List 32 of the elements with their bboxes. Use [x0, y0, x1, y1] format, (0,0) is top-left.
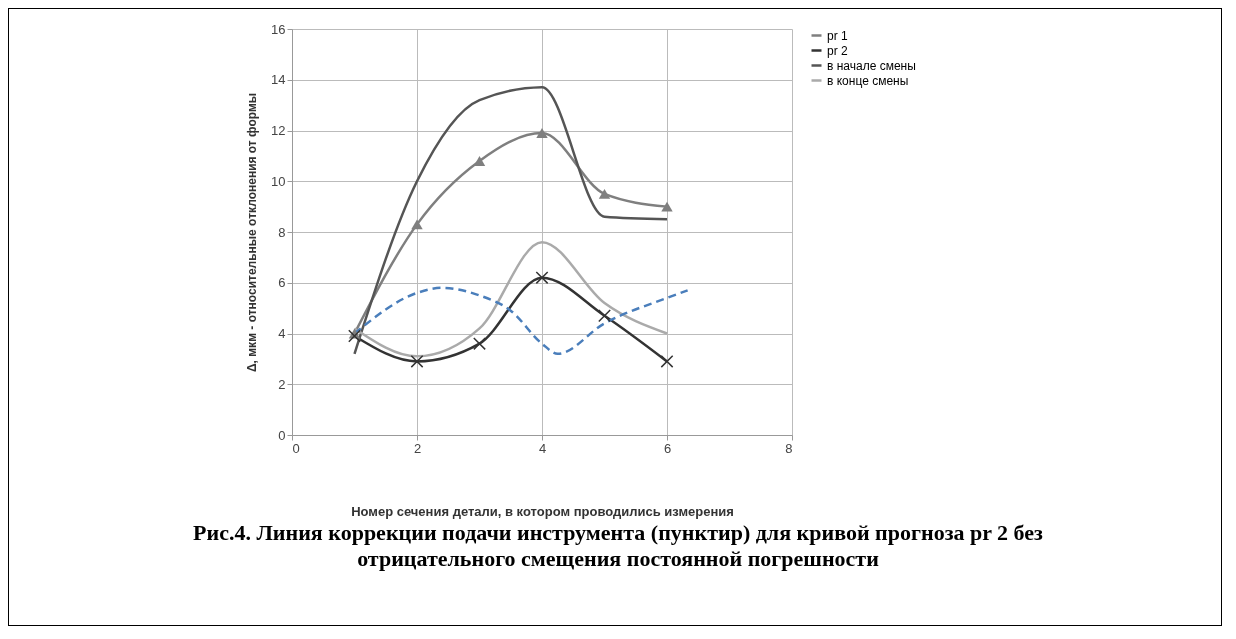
- point: [660, 354, 674, 368]
- y-axis-title: Δ, мкм - относительные отклонения от формы: [245, 92, 260, 373]
- point: [473, 337, 486, 351]
- legend-label: в конце смены: [827, 73, 909, 88]
- text: Рис.4. Линия коррекции подачи инструмента (пунктир) для кривой прогноза pr 2 без отрицательного смещения постоянной погрешности: [192, 520, 1044, 572]
- y-tick-label: 16: [271, 21, 286, 37]
- legend-label: pr 1: [827, 28, 848, 43]
- y-tick-label: 8: [278, 224, 286, 240]
- point: [661, 201, 673, 212]
- legend-label: в начале смены: [827, 58, 916, 73]
- x-tick-label: 0: [292, 440, 300, 456]
- x-tick-label: 8: [785, 440, 793, 456]
- y-tick-label: 0: [278, 427, 286, 443]
- point: [411, 219, 423, 230]
- y-tick-label: 4: [278, 326, 286, 341]
- point: [536, 128, 548, 138]
- point: [410, 354, 424, 368]
- line-series: [353, 86, 669, 356]
- point: [535, 271, 549, 285]
- y-tick-label: 12: [271, 123, 286, 138]
- y-tick-label: 2: [278, 376, 286, 392]
- point: [598, 189, 611, 199]
- x-tick-label: 6: [663, 440, 672, 456]
- x-tick-label: 2: [413, 440, 422, 456]
- y-tick-label: 10: [271, 173, 286, 189]
- y-tick-label: 6: [278, 275, 286, 291]
- y-tick-label: 14: [271, 72, 286, 88]
- point: [348, 329, 361, 343]
- x-axis-title: Номер сечения детали, в котором проводились измерения: [351, 503, 734, 519]
- legend-label: pr 2: [827, 43, 848, 58]
- x-tick-label: 4: [538, 440, 547, 456]
- point: [598, 309, 611, 323]
